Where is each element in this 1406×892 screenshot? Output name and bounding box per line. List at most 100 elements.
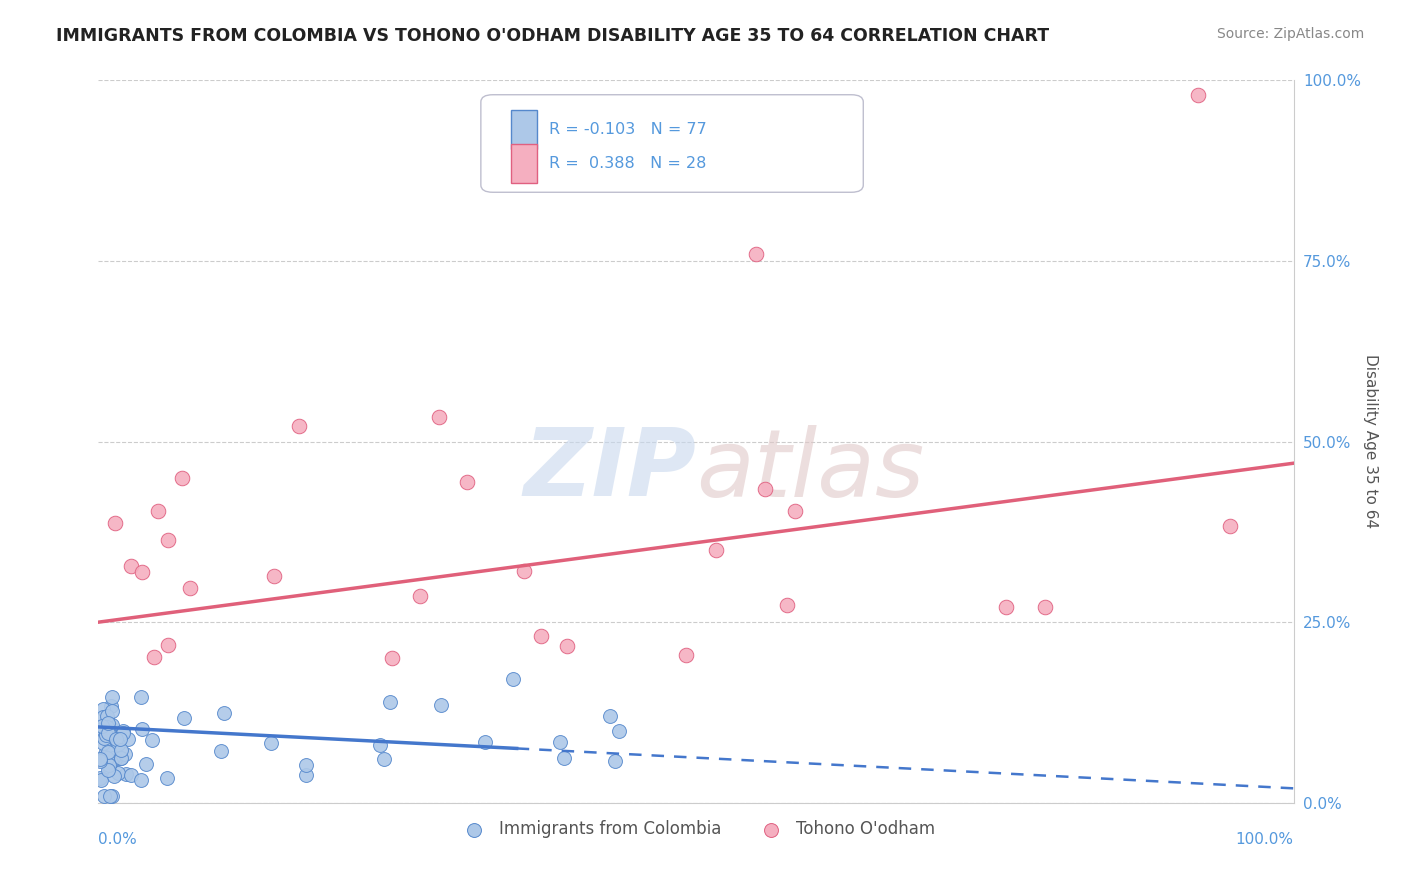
Point [114,767,136,781]
FancyBboxPatch shape [481,95,863,193]
Point [994,600,1017,615]
Point [146,504,169,518]
Point [179,581,201,595]
Point [91,710,114,724]
Point [94,749,117,764]
Bar [510,144,537,183]
Text: Source: ZipAtlas.com: Source: ZipAtlas.com [1216,27,1364,41]
Point [108,731,131,746]
Point [97,725,120,739]
Point [754,483,776,497]
Point [101,789,124,803]
Point [783,504,806,518]
Point [502,672,524,686]
Point [100,699,122,714]
Point [96,751,118,765]
Point [97,760,120,774]
Point [409,589,432,603]
Point [172,471,194,485]
Point [93,789,115,803]
Point [513,565,536,579]
Point [120,768,142,782]
Point [131,690,153,704]
Point [143,649,166,664]
Point [263,569,285,583]
Point [96,728,118,742]
Point [104,752,127,766]
Point [98,741,121,756]
Point [295,768,318,782]
Point [89,752,111,766]
Point [98,726,121,740]
Point [105,732,128,747]
Text: IMMIGRANTS FROM COLOMBIA VS TOHONO O'ODHAM DISABILITY AGE 35 TO 64 CORRELATION C: IMMIGRANTS FROM COLOMBIA VS TOHONO O'ODH… [56,27,1049,45]
Point [599,709,621,723]
Point [745,246,768,260]
Point [156,638,179,652]
Point [373,751,395,765]
Point [100,704,122,718]
Point [288,419,311,434]
Point [173,711,195,725]
Point [381,651,404,665]
Point [93,747,115,762]
Point [129,772,152,787]
Point [131,722,153,736]
Point [98,728,121,742]
Point [368,738,391,752]
Point [101,751,124,765]
Point [131,565,153,579]
Point [114,747,136,761]
Point [90,773,112,788]
Point [96,720,118,734]
Point [97,716,120,731]
Point [110,742,132,756]
Point [107,737,129,751]
Point [1187,87,1209,102]
Point [98,757,121,772]
Point [89,723,111,737]
Point [675,648,697,662]
Point [1219,519,1241,533]
Point [430,698,453,712]
Point [98,789,121,803]
Point [474,735,496,749]
Point [427,409,450,424]
Point [100,721,122,735]
Point [553,751,575,765]
Point [96,708,118,723]
Point [97,745,120,759]
Point [156,772,179,786]
Text: 100.0%: 100.0% [1236,831,1294,847]
Point [100,718,122,732]
Point [776,598,799,612]
Point [120,559,142,574]
Point [103,769,125,783]
Point [704,543,727,558]
Point [209,744,232,758]
Point [112,723,135,738]
Text: 0.0%: 0.0% [98,831,138,847]
Point [110,751,132,765]
Point [135,756,157,771]
Point [117,731,139,746]
Text: R = -0.103   N = 77: R = -0.103 N = 77 [548,122,707,136]
Point [89,722,111,736]
Y-axis label: Disability Age 35 to 64: Disability Age 35 to 64 [1362,354,1378,529]
Point [212,706,235,721]
Point [609,724,631,739]
Text: ZIP: ZIP [523,425,696,516]
Point [91,736,114,750]
Point [380,695,402,709]
Legend: Immigrants from Colombia, Tohono O'odham: Immigrants from Colombia, Tohono O'odham [450,814,942,845]
Point [530,629,553,643]
Point [89,754,111,768]
Point [93,731,115,745]
Text: R =  0.388   N = 28: R = 0.388 N = 28 [548,156,706,171]
Point [96,712,118,726]
Point [107,766,129,780]
Point [91,702,114,716]
Point [89,726,111,740]
Point [89,771,111,785]
Point [1033,600,1056,615]
